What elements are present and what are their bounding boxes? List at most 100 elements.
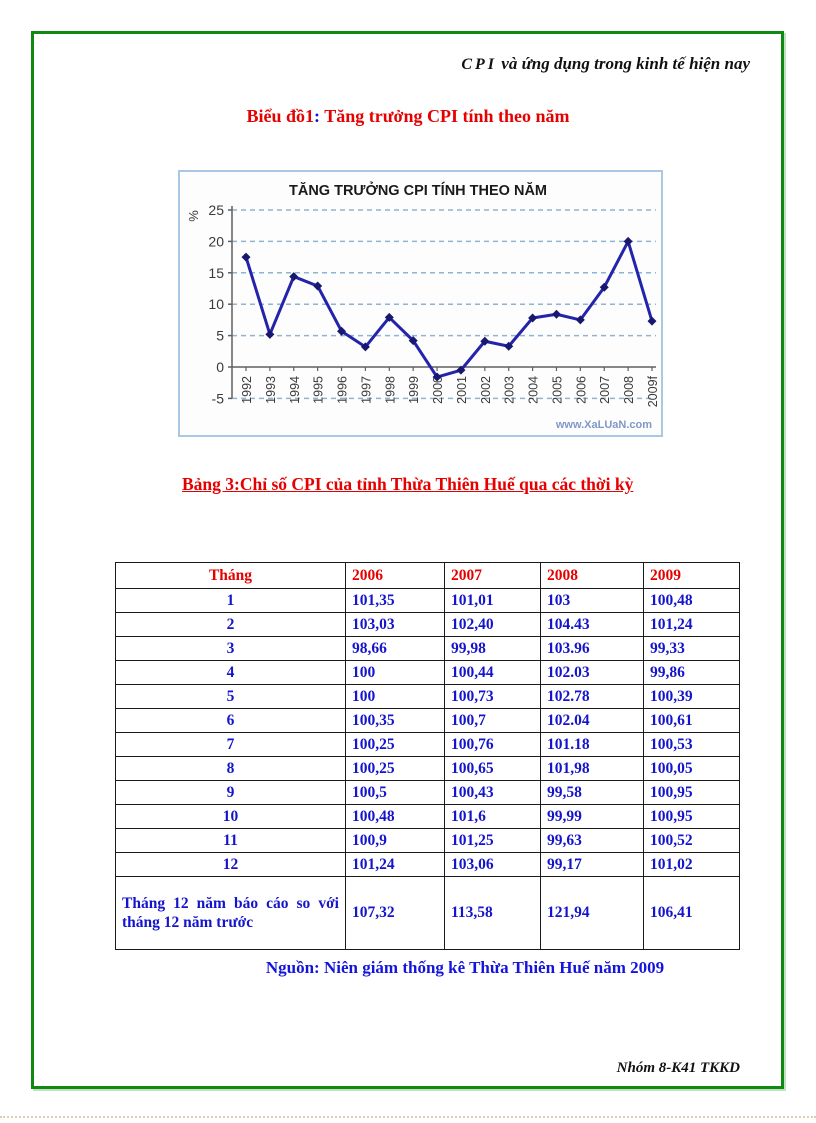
table-row: 5 100 100,73 102.78 100,39 [115, 684, 740, 709]
data-point-marker [289, 272, 299, 282]
data-point-marker [241, 252, 251, 262]
data-point-marker [408, 336, 418, 346]
value-cell: 100,05 [643, 756, 740, 781]
value-cell: 100,53 [643, 732, 740, 757]
value-cell: 101,24 [345, 852, 445, 877]
value-cell: 100,73 [444, 684, 541, 709]
table-header-row: Tháng 2006 2007 2008 2009 [115, 562, 740, 589]
value-cell: 102.03 [540, 660, 644, 685]
value-cell: 101,6 [444, 804, 541, 829]
x-tick-label: 1997 [359, 376, 373, 404]
svg-text:15: 15 [208, 265, 224, 281]
column-header-thang: Tháng [115, 562, 346, 589]
data-point-marker [504, 341, 514, 351]
cpi-line-chart: TĂNG TRƯỞNG CPI TÍNH THEO NĂM% 25 20 15 10 5 0… [178, 170, 663, 437]
value-cell: 99,86 [643, 660, 740, 685]
x-tick-label: 2005 [550, 376, 564, 404]
month-cell: 4 [115, 660, 346, 685]
value-cell: 102.04 [540, 708, 644, 733]
x-tick-label: 2008 [622, 376, 636, 404]
chart-caption-text: Tăng trưởng CPI tính theo năm [320, 106, 570, 126]
month-cell: 8 [115, 756, 346, 781]
value-cell: 99,63 [540, 828, 644, 853]
data-point-marker [337, 326, 347, 336]
data-point-marker [623, 236, 633, 246]
source-note: Nguồn: Niên giám thống kê Thừa Thiên Huế… [265, 958, 665, 977]
x-tick-label: 1996 [336, 376, 350, 404]
summary-value-cell: 113,58 [444, 876, 541, 950]
cpi-data-line [244, 239, 654, 379]
header-rest-text: và ứng dụng trong kinh tế hiện nay [497, 54, 750, 73]
svg-text:0: 0 [216, 359, 224, 375]
value-cell: 102.78 [540, 684, 644, 709]
value-cell: 100 [345, 684, 445, 709]
value-cell: 100,39 [643, 684, 740, 709]
month-cell: 1 [115, 588, 346, 613]
value-cell: 104.43 [540, 612, 644, 637]
value-cell: 100,65 [444, 756, 541, 781]
table-row: 3 98,66 99,98 103.96 99,33 [115, 636, 740, 661]
chart-caption-prefix: Biểu đồ1 [246, 106, 315, 126]
value-cell: 99,58 [540, 780, 644, 805]
header-cpi-text: CPI [461, 56, 498, 73]
x-tick-label: 1995 [312, 376, 326, 404]
x-tick-label: 2000 [431, 376, 445, 404]
value-cell: 100,52 [643, 828, 740, 853]
value-cell: 99,98 [444, 636, 541, 661]
x-tick-label: 2009f [646, 375, 660, 407]
column-header-2007: 2007 [444, 562, 541, 589]
month-cell: 7 [115, 732, 346, 757]
value-cell: 100,48 [643, 588, 740, 613]
value-cell: 101,02 [643, 852, 740, 877]
chart-title: TĂNG TRƯỞNG CPI TÍNH THEO NĂM [289, 181, 547, 199]
value-cell: 100,5 [345, 780, 445, 805]
value-cell: 100,25 [345, 732, 445, 757]
value-cell: 100,95 [643, 780, 740, 805]
chart-watermark: www.XaLUaN.com [555, 419, 652, 431]
value-cell: 100 [345, 660, 445, 685]
x-tick-label: 1999 [407, 376, 421, 404]
month-cell: 9 [115, 780, 346, 805]
cpi-chart-svg: TĂNG TRƯỞNG CPI TÍNH THEO NĂM% 25 20 15 10 5 0… [178, 170, 663, 437]
svg-text:5: 5 [216, 328, 224, 344]
value-cell: 103.96 [540, 636, 644, 661]
y-axis-unit: % [186, 210, 201, 222]
cpi-table: Tháng 2006 2007 2008 2009 1 101,35 101,01 1… [115, 562, 740, 950]
column-header-2009: 2009 [643, 562, 740, 589]
table-row: 10 100,48 101,6 99,99 100,95 [115, 804, 740, 829]
value-cell: 98,66 [345, 636, 445, 661]
footer-signature: Nhóm 8-K41 TKKD [616, 1060, 740, 1076]
x-tick-label: 2002 [479, 376, 493, 404]
table-row: 1 101,35 101,01 103 100,48 [115, 588, 740, 613]
value-cell: 101,25 [444, 828, 541, 853]
column-header-2006: 2006 [345, 562, 445, 589]
value-cell: 100,35 [345, 708, 445, 733]
summary-value-cell: 107,32 [345, 876, 445, 950]
value-cell: 102,40 [444, 612, 541, 637]
month-cell: 10 [115, 804, 346, 829]
value-cell: 100,76 [444, 732, 541, 757]
table-row: 2 103,03 102,40 104.43 101,24 [115, 612, 740, 637]
value-cell: 100,61 [643, 708, 740, 733]
x-tick-label: 1993 [264, 376, 278, 404]
value-cell: 100,7 [444, 708, 541, 733]
svg-text:10: 10 [208, 296, 224, 312]
x-tick-label: 1992 [240, 376, 254, 404]
month-cell: 11 [115, 828, 346, 853]
value-cell: 99,33 [643, 636, 740, 661]
data-point-marker [551, 309, 561, 319]
x-tick-label: 2004 [527, 376, 541, 404]
table-row: 8 100,25 100,65 101,98 100,05 [115, 756, 740, 781]
table-summary-row: Tháng 12 năm báo cáo so với tháng 12 năm… [115, 876, 740, 950]
data-point-marker [313, 281, 323, 291]
x-tick-label: 1998 [383, 376, 397, 404]
svg-text:25: 25 [208, 202, 224, 218]
data-point-marker [432, 372, 442, 382]
month-cell: 5 [115, 684, 346, 709]
value-cell: 101,35 [345, 588, 445, 613]
summary-value-cell: 106,41 [643, 876, 740, 950]
x-tick-label: 2003 [503, 376, 517, 404]
page-bottom-divider [0, 1116, 816, 1118]
table-row: 4 100 100,44 102.03 99,86 [115, 660, 740, 685]
table-caption: Bảng 3:Chỉ số CPI của tỉnh Thừa Thiên Hu… [182, 474, 634, 494]
